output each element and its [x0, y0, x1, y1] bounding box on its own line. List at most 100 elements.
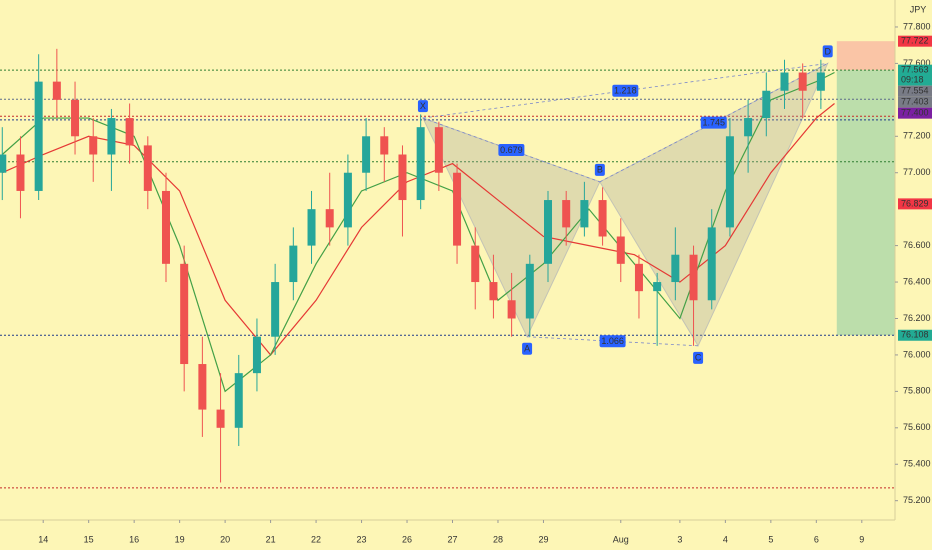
ratio-label: 1.066 [601, 336, 624, 346]
candle-body [380, 136, 389, 155]
point-box [522, 342, 533, 355]
x-tick-label: 3 [677, 534, 682, 544]
candle-body [362, 136, 371, 173]
y-tick-label: 77.800 [903, 21, 931, 31]
point-box [693, 351, 704, 364]
x-tick-label: 16 [129, 534, 139, 544]
point-box [822, 45, 833, 58]
ratio-label: 0.679 [500, 145, 523, 155]
candle-body [762, 90, 771, 119]
ratio-line [422, 117, 600, 183]
moving-average [1, 71, 835, 393]
candle-body [180, 263, 189, 365]
candle-body [234, 373, 243, 428]
candle-body [398, 154, 407, 201]
candle-body [780, 72, 789, 91]
y-tick-label: 77.000 [903, 167, 931, 177]
x-tick-label: 28 [493, 534, 503, 544]
x-tick-label: 6 [814, 534, 819, 544]
candle-body [343, 172, 352, 228]
candle-body [798, 72, 807, 91]
ratio-label: 1.745 [703, 117, 726, 127]
candle-body [125, 118, 134, 146]
target-zone [836, 70, 895, 336]
countdown: 09:18 [901, 75, 924, 85]
point-label: C [695, 353, 702, 363]
y-tick-label: 76.000 [903, 349, 931, 359]
price-label: 76.108 [901, 330, 929, 340]
x-tick-label: 19 [175, 534, 185, 544]
candle-body [689, 254, 698, 301]
price-label: 77.563 [901, 65, 929, 75]
price-label-box [898, 107, 932, 119]
candle-body [325, 209, 334, 228]
price-label-box [898, 85, 932, 97]
candle-body [744, 118, 753, 137]
y-tick-label: 76.200 [903, 313, 931, 323]
candle-body [107, 118, 116, 155]
candle-body [562, 200, 571, 228]
currency: JPY [910, 4, 927, 14]
x-tick-label: 23 [357, 534, 367, 544]
price-label: 77.554 [901, 86, 929, 96]
price-label: 77.400 [901, 108, 929, 118]
x-tick-label: 26 [402, 534, 412, 544]
price-label: 77.403 [901, 97, 929, 107]
x-tick-label: 29 [538, 534, 548, 544]
price-label-box [898, 96, 932, 108]
candle-body [0, 154, 7, 173]
candle-body [71, 99, 80, 137]
candle-body [816, 72, 825, 91]
y-tick-label: 77.600 [903, 58, 931, 68]
ratio-box [599, 335, 626, 348]
price-label-box [898, 35, 932, 47]
price-label-box [898, 64, 932, 86]
candle-body [89, 136, 98, 155]
y-tick-label: 76.600 [903, 240, 931, 250]
candle-body [653, 282, 662, 292]
x-tick-label: 4 [723, 534, 728, 544]
candle-body [271, 282, 280, 337]
candle-body [416, 127, 425, 201]
x-tick-label: 20 [220, 534, 230, 544]
candle-body [143, 145, 152, 191]
point-box [594, 163, 605, 176]
pattern-fill [599, 62, 829, 347]
x-tick-label: 14 [38, 534, 48, 544]
price-label-box [898, 329, 932, 341]
stop-zone [836, 41, 895, 71]
y-tick-label: 75.200 [903, 495, 931, 505]
candle-body [489, 282, 498, 301]
y-tick-label: 75.400 [903, 459, 931, 469]
price-label: 76.829 [901, 198, 929, 208]
x-tick-label: 5 [768, 534, 773, 544]
candle-body [198, 364, 207, 410]
y-tick-label: 76.400 [903, 276, 931, 286]
ratio-label: 1.218 [614, 86, 637, 96]
price-label: 77.722 [901, 36, 929, 46]
point-label: A [524, 344, 530, 354]
candle-body [161, 190, 170, 264]
candle-body [525, 263, 534, 319]
y-tick-label: 77.200 [903, 131, 931, 141]
ratio-box [498, 143, 525, 156]
y-tick-label: 75.600 [903, 422, 931, 432]
candle-body [580, 200, 589, 228]
point-label: X [420, 101, 426, 111]
candle-body [634, 263, 643, 292]
x-tick-label: 9 [859, 534, 864, 544]
price-label-box [898, 198, 932, 210]
candle-body [307, 209, 316, 246]
candle-body [598, 200, 607, 237]
candle-body [289, 245, 298, 283]
x-tick-label: 27 [447, 534, 457, 544]
candle-body [616, 236, 625, 264]
point-box [417, 100, 428, 113]
candle-body [52, 81, 61, 100]
y-tick-label: 75.800 [903, 386, 931, 396]
x-tick-label: 21 [266, 534, 276, 544]
candle-body [725, 136, 734, 228]
candle-body [671, 254, 680, 283]
